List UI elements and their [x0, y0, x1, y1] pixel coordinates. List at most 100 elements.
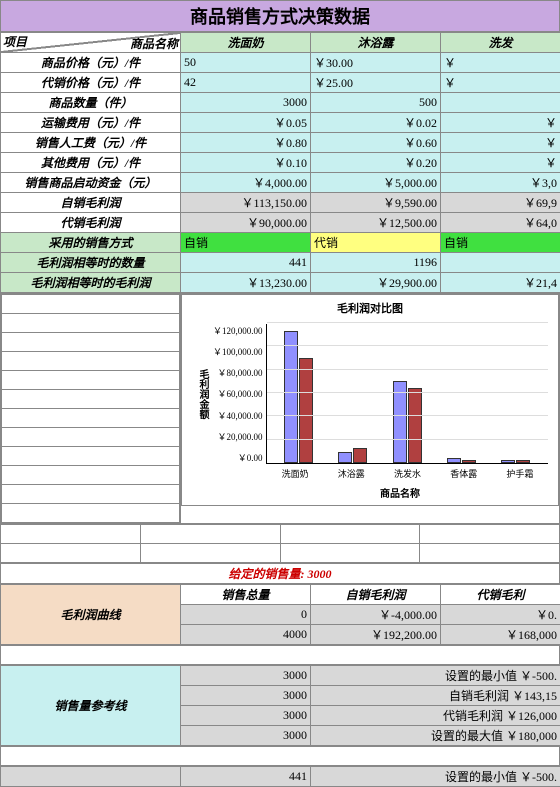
- data-cell[interactable]: ￥113,150.00: [181, 193, 311, 213]
- row-label: 代销价格（元）/件: [1, 73, 181, 93]
- row-label: 代销毛利润: [1, 213, 181, 233]
- chart-xaxis: 洗面奶沐浴露洗发水香体露护手霜: [192, 467, 548, 480]
- data-cell[interactable]: 42: [181, 73, 311, 93]
- row-label: 销售商品启动资金（元）: [1, 173, 181, 193]
- col-header[interactable]: 沐浴露: [311, 33, 441, 53]
- data-cell[interactable]: [441, 93, 560, 113]
- chart-xlabel: 商品名称: [192, 485, 548, 500]
- row-label: 销售人工费（元）/件: [1, 133, 181, 153]
- corner-cell: 项目 商品名称: [1, 33, 181, 53]
- data-cell[interactable]: ￥25.00: [311, 73, 441, 93]
- empty-cell[interactable]: [2, 295, 180, 314]
- data-cell[interactable]: ￥: [441, 133, 560, 153]
- refline-cell[interactable]: 3000: [181, 706, 311, 726]
- main-table: 项目 商品名称 洗面奶 沐浴露 洗发 商品价格（元）/件50￥30.00￥代销价…: [0, 32, 560, 293]
- curve-cell[interactable]: 4000: [181, 625, 311, 645]
- empty-cell[interactable]: [2, 504, 180, 523]
- curve-table: 毛利润曲线 销售总量 自销毛利润 代销毛利 0 ￥-4,000.00 ￥0. 4…: [0, 584, 560, 645]
- row-label: 自销毛利润: [1, 193, 181, 213]
- data-cell[interactable]: ￥: [441, 73, 560, 93]
- given-sales: 给定的销售量: 3000: [1, 564, 560, 584]
- empty-cell[interactable]: [2, 314, 180, 333]
- chart-title: 毛利润对比图: [192, 300, 548, 316]
- data-cell[interactable]: ￥69,9: [441, 193, 560, 213]
- curve-cell[interactable]: ￥-4,000.00: [311, 605, 441, 625]
- chart-ylabel: 毛利润金额: [192, 324, 213, 464]
- data-cell[interactable]: ￥3,0: [441, 173, 560, 193]
- empty-cell[interactable]: [2, 447, 180, 466]
- chart-plot: [266, 324, 548, 464]
- page-title: 商品销售方式决策数据: [0, 0, 560, 32]
- refline-cell[interactable]: 代销毛利润 ￥126,000: [311, 706, 560, 726]
- data-cell[interactable]: ￥0.05: [181, 113, 311, 133]
- refline-cell[interactable]: 3000: [181, 666, 311, 686]
- row-label: 毛利润相等时的毛利润: [1, 273, 181, 293]
- curve-cell[interactable]: ￥168,000: [441, 625, 560, 645]
- curve-header: 代销毛利: [441, 585, 560, 605]
- row-label: 商品价格（元）/件: [1, 53, 181, 73]
- empty-cell[interactable]: [2, 352, 180, 371]
- refline-cell[interactable]: 自销毛利润 ￥143,15: [311, 686, 560, 706]
- curve-cell[interactable]: ￥192,200.00: [311, 625, 441, 645]
- given-sales-row: 给定的销售量: 3000: [0, 563, 560, 584]
- data-cell[interactable]: ￥0.20: [311, 153, 441, 173]
- last-cell[interactable]: 441: [181, 767, 311, 787]
- empty-cell[interactable]: [2, 466, 180, 485]
- empty-cell[interactable]: [2, 390, 180, 409]
- curve-cell[interactable]: ￥0.: [441, 605, 560, 625]
- data-cell[interactable]: ￥13,230.00: [181, 273, 311, 293]
- method-cell[interactable]: 自销: [441, 233, 560, 253]
- data-cell[interactable]: ￥9,590.00: [311, 193, 441, 213]
- data-cell[interactable]: ￥29,900.00: [311, 273, 441, 293]
- row-label: 采用的销售方式: [1, 233, 181, 253]
- empty-cell[interactable]: [2, 371, 180, 390]
- empty-cell[interactable]: [2, 409, 180, 428]
- row-label: 商品数量（件）: [1, 93, 181, 113]
- curve-header: 自销毛利润: [311, 585, 441, 605]
- empty-cell[interactable]: [2, 333, 180, 352]
- data-cell[interactable]: [441, 253, 560, 273]
- curve-label: 毛利润曲线: [1, 585, 181, 645]
- last-row-table: 441 设置的最小值 ￥-500.: [0, 766, 560, 787]
- data-cell[interactable]: ￥: [441, 113, 560, 133]
- data-cell[interactable]: ￥5,000.00: [311, 173, 441, 193]
- row-label: 毛利润相等时的数量: [1, 253, 181, 273]
- method-cell[interactable]: 代销: [311, 233, 441, 253]
- last-cell[interactable]: 设置的最小值 ￥-500.: [311, 767, 560, 787]
- col-header[interactable]: 洗面奶: [181, 33, 311, 53]
- data-cell[interactable]: ￥0.80: [181, 133, 311, 153]
- refline-cell[interactable]: 3000: [181, 726, 311, 746]
- profit-chart: 毛利润对比图 毛利润金额 ￥120,000.00￥100,000.00￥80,0…: [181, 294, 559, 506]
- refline-table: 销售量参考线3000设置的最小值 ￥-500.3000自销毛利润 ￥143,15…: [0, 665, 560, 746]
- refline-cell[interactable]: 设置的最大值 ￥180,000: [311, 726, 560, 746]
- empty-cell[interactable]: [2, 428, 180, 447]
- data-cell[interactable]: 50: [181, 53, 311, 73]
- data-cell[interactable]: ￥0.10: [181, 153, 311, 173]
- data-cell[interactable]: 500: [311, 93, 441, 113]
- data-cell[interactable]: 3000: [181, 93, 311, 113]
- refline-cell[interactable]: 3000: [181, 686, 311, 706]
- col-header[interactable]: 洗发: [441, 33, 560, 53]
- data-cell[interactable]: ￥: [441, 53, 560, 73]
- data-cell[interactable]: ￥0.60: [311, 133, 441, 153]
- row-label: 运输费用（元）/件: [1, 113, 181, 133]
- curve-header: 销售总量: [181, 585, 311, 605]
- method-cell[interactable]: 自销: [181, 233, 311, 253]
- data-cell[interactable]: ￥90,000.00: [181, 213, 311, 233]
- data-cell[interactable]: ￥30.00: [311, 53, 441, 73]
- data-cell[interactable]: ￥: [441, 153, 560, 173]
- empty-cell[interactable]: [2, 485, 180, 504]
- data-cell[interactable]: 441: [181, 253, 311, 273]
- data-cell[interactable]: ￥12,500.00: [311, 213, 441, 233]
- refline-label: 销售量参考线: [1, 666, 181, 746]
- data-cell[interactable]: ￥0.02: [311, 113, 441, 133]
- refline-cell[interactable]: 设置的最小值 ￥-500.: [311, 666, 560, 686]
- data-cell[interactable]: ￥4,000.00: [181, 173, 311, 193]
- data-cell[interactable]: ￥21,4: [441, 273, 560, 293]
- curve-cell[interactable]: 0: [181, 605, 311, 625]
- row-label: 其他费用（元）/件: [1, 153, 181, 173]
- chart-container-table: 毛利润对比图 毛利润金额 ￥120,000.00￥100,000.00￥80,0…: [0, 293, 560, 524]
- data-cell[interactable]: 1196: [311, 253, 441, 273]
- chart-yaxis: ￥120,000.00￥100,000.00￥80,000.00￥60,000.…: [213, 324, 266, 464]
- data-cell[interactable]: ￥64,0: [441, 213, 560, 233]
